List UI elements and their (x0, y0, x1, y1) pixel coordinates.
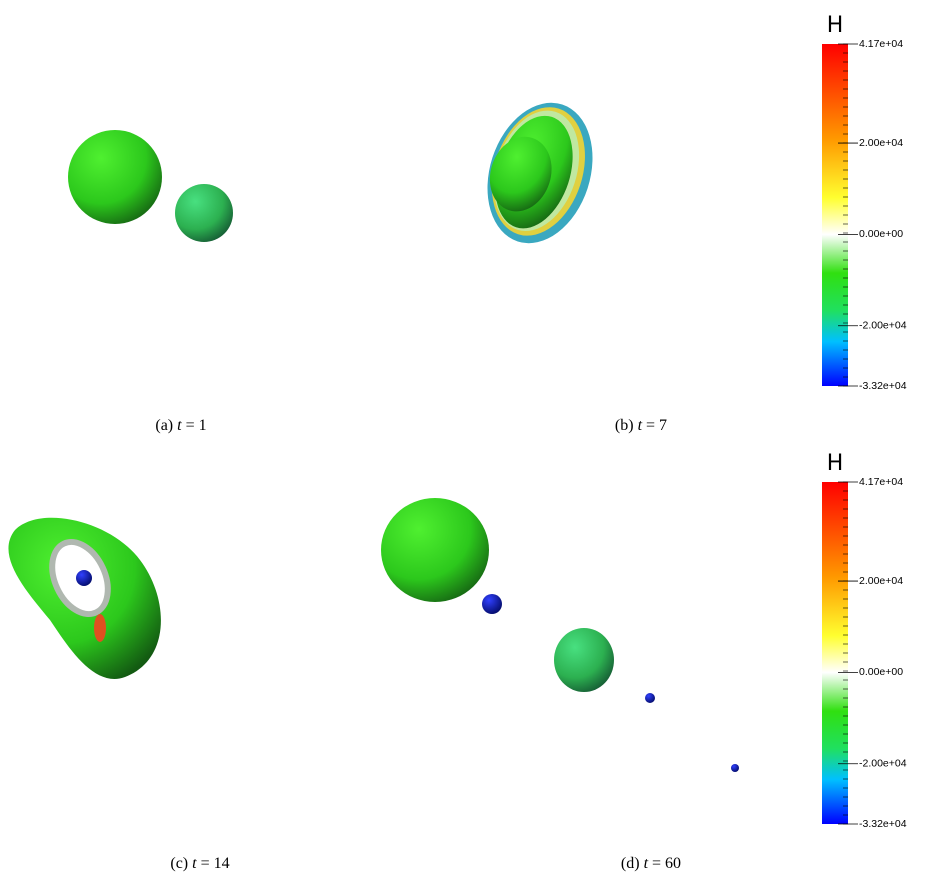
caption-variable: t (644, 855, 649, 872)
caption-value: = 60 (652, 855, 681, 872)
satellite-droplet (731, 764, 739, 772)
tick-label: 0.00e+00 (859, 666, 903, 678)
caption: (a) t = 1 (155, 417, 206, 434)
tick-label: -2.00e+04 (859, 758, 907, 770)
merged-droplet (487, 102, 593, 244)
tick-label: 4.17e+04 (859, 38, 903, 50)
droplet (381, 498, 489, 602)
torus-droplet (8, 517, 161, 679)
tick-label: -3.32e+04 (859, 818, 907, 830)
droplet (554, 628, 614, 692)
caption-variable: t (177, 417, 182, 434)
caption-variable: t (638, 417, 643, 434)
caption-label: (c) (170, 855, 188, 872)
satellite-droplet (482, 594, 502, 614)
droplet (175, 184, 233, 242)
colorbar-title: H (827, 451, 844, 476)
tick-label: 2.00e+04 (859, 137, 903, 149)
droplet (68, 130, 162, 224)
caption: (b) t = 7 (615, 417, 667, 434)
caption-variable: t (192, 855, 197, 872)
tick-label: 2.00e+04 (859, 575, 903, 587)
caption-label: (b) (615, 417, 634, 434)
tick-label: -3.32e+04 (859, 380, 907, 392)
caption-value: = 1 (186, 417, 207, 434)
satellite-droplet (645, 693, 655, 703)
caption-label: (a) (155, 417, 173, 434)
colorbar-title: H (827, 13, 844, 38)
tick-label: -2.00e+04 (859, 320, 907, 332)
caption-value: = 7 (646, 417, 667, 434)
caption: (d) t = 60 (621, 855, 681, 872)
tick-label: 4.17e+04 (859, 476, 903, 488)
caption: (c) t = 14 (170, 855, 229, 872)
caption-label: (d) (621, 855, 640, 872)
caption-value: = 14 (201, 855, 230, 872)
tick-label: 0.00e+00 (859, 228, 903, 240)
